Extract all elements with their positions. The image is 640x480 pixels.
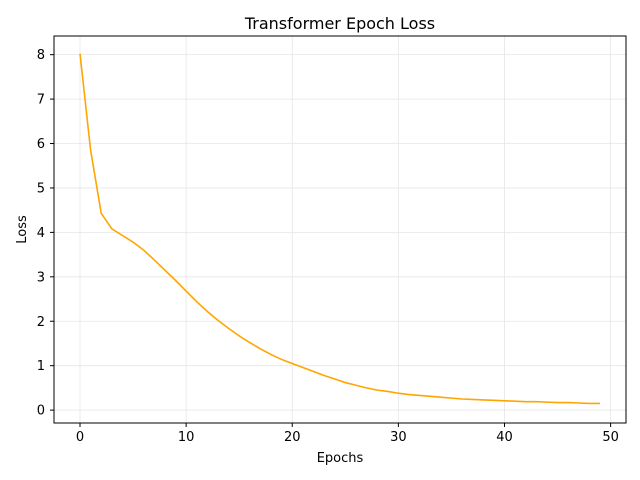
x-axis-label: Epochs	[317, 451, 364, 466]
y-tick-label: 8	[37, 48, 45, 63]
y-tick-label: 5	[37, 181, 45, 196]
x-tick-label: 0	[76, 430, 84, 445]
y-tick-label: 7	[37, 93, 45, 108]
x-tick-label: 40	[496, 430, 513, 445]
y-axis-label: Loss	[15, 215, 30, 244]
chart-title: Transformer Epoch Loss	[244, 14, 435, 33]
y-tick-label: 1	[37, 359, 45, 374]
y-tick-label: 3	[37, 270, 45, 285]
series-layer	[79, 53, 600, 405]
x-tick-label: 10	[178, 430, 195, 445]
loss-series-line	[79, 53, 600, 405]
x-tick-label: 20	[284, 430, 301, 445]
x-tick-label: 50	[602, 430, 619, 445]
plot-frame	[53, 35, 627, 424]
y-tick-label: 6	[37, 137, 45, 152]
ticks: 0 10 20 30 40 50 0 1 2 3 4 5 6 7 8	[37, 48, 619, 445]
y-tick-label: 0	[37, 404, 45, 419]
grid	[54, 36, 626, 423]
y-tick-label: 4	[37, 226, 45, 241]
y-tick-label: 2	[37, 315, 45, 330]
x-tick-label: 30	[390, 430, 407, 445]
